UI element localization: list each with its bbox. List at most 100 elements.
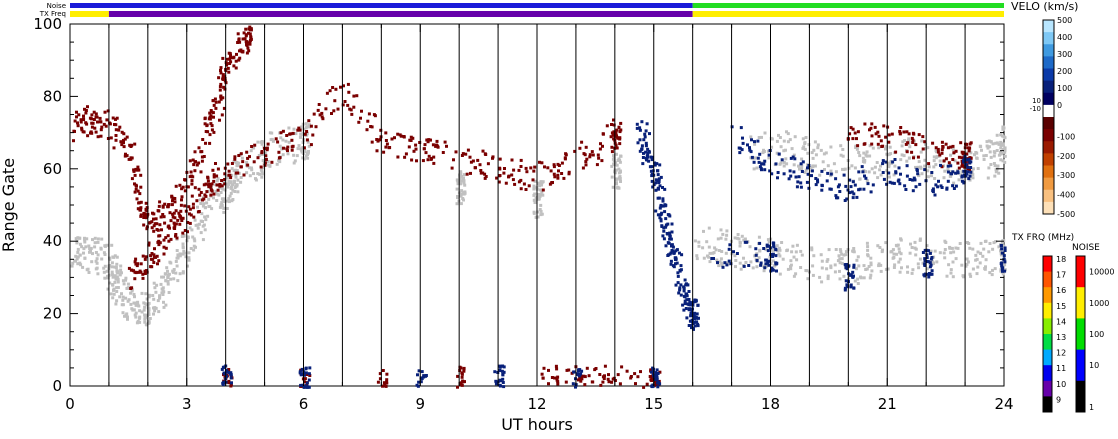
groundscatter-cell — [616, 186, 620, 190]
groundscatter-cell — [614, 161, 618, 165]
velocity-negative-cell — [237, 154, 241, 157]
velocity-positive-cell — [577, 369, 580, 373]
velocity-positive-cell — [500, 369, 504, 373]
velocity-negative-cell — [298, 128, 302, 132]
groundscatter-cell — [829, 264, 833, 268]
velocity-positive-cell — [929, 257, 933, 261]
velocity-negative-cell — [122, 132, 126, 136]
groundscatter-cell — [907, 138, 910, 142]
velocity-positive-cell — [923, 168, 927, 172]
velocity-positive-cell — [638, 149, 642, 153]
groundscatter-cell — [203, 228, 207, 232]
velocity-negative-cell — [188, 207, 192, 211]
velocity-positive-cell — [501, 373, 505, 377]
groundscatter-cell — [615, 182, 618, 186]
groundscatter-cell — [839, 250, 843, 254]
velocity-negative-cell — [458, 369, 462, 372]
groundscatter-cell — [693, 239, 697, 243]
groundscatter-cell — [200, 212, 204, 216]
velocity-negative-cell — [317, 103, 321, 106]
groundscatter-cell — [948, 246, 952, 250]
velocity-negative-cell — [134, 271, 138, 275]
velocity-negative-cell — [527, 184, 531, 188]
velocity-positive-cell — [814, 183, 818, 187]
groundscatter-cell — [978, 261, 982, 265]
velocity-positive-cell — [687, 290, 691, 293]
groundscatter-cell — [826, 164, 830, 168]
groundscatter-cell — [719, 228, 723, 232]
velocity-negative-cell — [912, 156, 915, 160]
velocity-negative-cell — [899, 126, 903, 129]
velocity-negative-cell — [584, 160, 588, 164]
velocity-negative-cell — [459, 383, 463, 387]
velocity-negative-cell — [318, 113, 322, 117]
velocity-negative-cell — [931, 141, 935, 145]
groundscatter-cell — [102, 266, 106, 270]
velocity-negative-cell — [145, 270, 149, 274]
groundscatter-cell — [124, 296, 128, 300]
groundscatter-cell — [538, 184, 542, 188]
velocity-negative-cell — [921, 135, 925, 139]
velocity-positive-cell — [787, 177, 791, 181]
groundscatter-cell — [538, 188, 542, 192]
velocity-positive-cell — [845, 197, 849, 201]
groundscatter-cell — [971, 176, 975, 180]
groundscatter-cell — [914, 165, 917, 169]
groundscatter-cell — [182, 234, 186, 238]
velocity-positive-cell — [685, 283, 689, 287]
velocity-positive-cell — [635, 122, 639, 126]
velocity-negative-cell — [491, 155, 495, 159]
velocity-positive-cell — [930, 256, 934, 259]
velocity-positive-cell — [729, 262, 733, 266]
groundscatter-cell — [175, 256, 179, 260]
velocity-positive-cell — [1000, 261, 1004, 265]
groundscatter-cell — [123, 314, 126, 318]
velocity-negative-cell — [76, 121, 79, 125]
velocity-positive-cell — [758, 165, 762, 169]
velocity-positive-cell — [913, 178, 917, 182]
velocity-positive-cell — [669, 251, 673, 255]
velocity-negative-cell — [210, 110, 214, 114]
groundscatter-cell — [121, 295, 125, 299]
velocity-negative-cell — [459, 366, 463, 370]
velocity-negative-cell — [510, 173, 514, 177]
groundscatter-cell — [841, 167, 844, 171]
groundscatter-cell — [140, 291, 144, 295]
groundscatter-cell — [189, 247, 193, 250]
groundscatter-cell — [307, 125, 311, 129]
velocity-negative-cell — [469, 160, 473, 164]
velocity-negative-cell — [429, 138, 432, 142]
velocity-negative-cell — [158, 223, 162, 227]
velocity-negative-cell — [601, 380, 605, 384]
velocity-positive-cell — [655, 378, 659, 381]
groundscatter-cell — [736, 233, 740, 236]
velocity-negative-cell — [279, 131, 283, 135]
frequency-color-swatch — [1043, 396, 1052, 413]
velocity-negative-cell — [381, 369, 385, 372]
groundscatter-cell — [888, 145, 892, 149]
velocity-negative-cell — [218, 118, 221, 122]
velocity-positive-cell — [657, 196, 661, 200]
groundscatter-cell — [873, 171, 877, 175]
groundscatter-cell — [533, 179, 537, 183]
velocity-negative-cell — [155, 222, 159, 226]
velocity-negative-cell — [221, 96, 225, 100]
velocity-positive-cell — [829, 187, 833, 191]
groundscatter-cell — [111, 275, 115, 279]
velocity-positive-cell — [689, 324, 693, 327]
velocity-negative-cell — [411, 136, 415, 140]
velocity-negative-cell — [208, 111, 212, 115]
groundscatter-cell — [900, 153, 904, 157]
groundscatter-cell — [749, 260, 753, 264]
groundscatter-cell — [975, 272, 979, 276]
velocity-negative-cell — [531, 178, 535, 182]
velocity-negative-cell — [122, 145, 126, 149]
groundscatter-cell — [865, 241, 869, 245]
velocity-negative-cell — [325, 91, 329, 95]
groundscatter-cell — [121, 311, 125, 315]
groundscatter-cell — [786, 140, 790, 144]
velocity-negative-cell — [856, 144, 860, 148]
velocity-negative-cell — [143, 257, 147, 261]
velocity-negative-cell — [142, 216, 146, 219]
velocity-negative-cell — [163, 202, 167, 206]
